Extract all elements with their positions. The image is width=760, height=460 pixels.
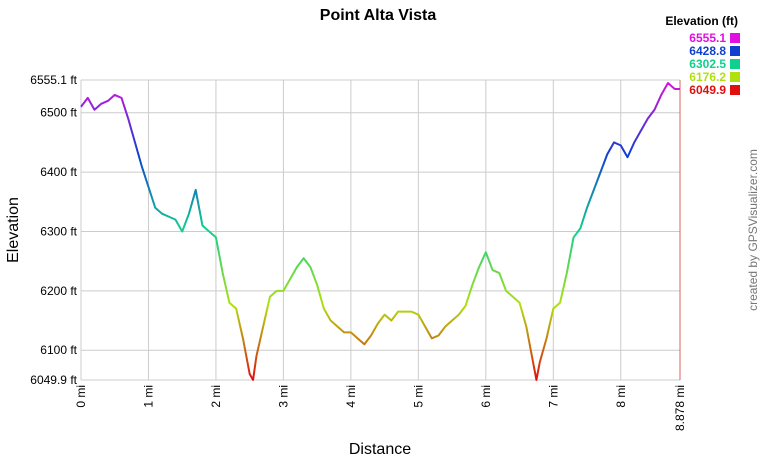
- x-tick-label: 8.878 mi: [673, 385, 687, 431]
- legend-swatch: [730, 85, 740, 95]
- legend-title: Elevation (ft): [665, 14, 738, 28]
- legend-swatch: [730, 33, 740, 43]
- chart-title: Point Alta Vista: [320, 7, 437, 24]
- y-tick-label: 6200 ft: [40, 284, 77, 298]
- y-tick-label: 6049.9 ft: [30, 373, 77, 387]
- x-tick-label: 5 mi: [411, 385, 425, 408]
- y-tick-label: 6555.1 ft: [30, 73, 77, 87]
- x-tick-label: 7 mi: [546, 385, 560, 408]
- legend-label: 6428.8: [689, 44, 726, 58]
- x-tick-label: 2 mi: [209, 385, 223, 408]
- x-tick-label: 6 mi: [479, 385, 493, 408]
- credit: created by GPSVisualizer.com: [746, 149, 760, 311]
- x-tick-label: 8 mi: [614, 385, 628, 408]
- legend-label: 6302.5: [689, 57, 726, 71]
- y-axis-title: Elevation: [5, 197, 22, 263]
- x-tick-label: 1 mi: [141, 385, 155, 408]
- x-tick-label: 3 mi: [276, 385, 290, 408]
- legend-label: 6049.9: [689, 83, 726, 97]
- x-tick-label: 0 mi: [74, 385, 88, 408]
- legend-label: 6555.1: [689, 31, 726, 45]
- legend-swatch: [730, 46, 740, 56]
- legend-label: 6176.2: [689, 70, 726, 84]
- x-tick-label: 4 mi: [344, 385, 358, 408]
- y-tick-label: 6100 ft: [40, 343, 77, 357]
- legend-swatch: [730, 72, 740, 82]
- y-tick-label: 6400 ft: [40, 165, 77, 179]
- x-axis-title: Distance: [349, 441, 411, 458]
- y-tick-label: 6300 ft: [40, 224, 77, 238]
- y-tick-label: 6500 ft: [40, 106, 77, 120]
- legend-swatch: [730, 59, 740, 69]
- elevation-line: [80, 82, 680, 381]
